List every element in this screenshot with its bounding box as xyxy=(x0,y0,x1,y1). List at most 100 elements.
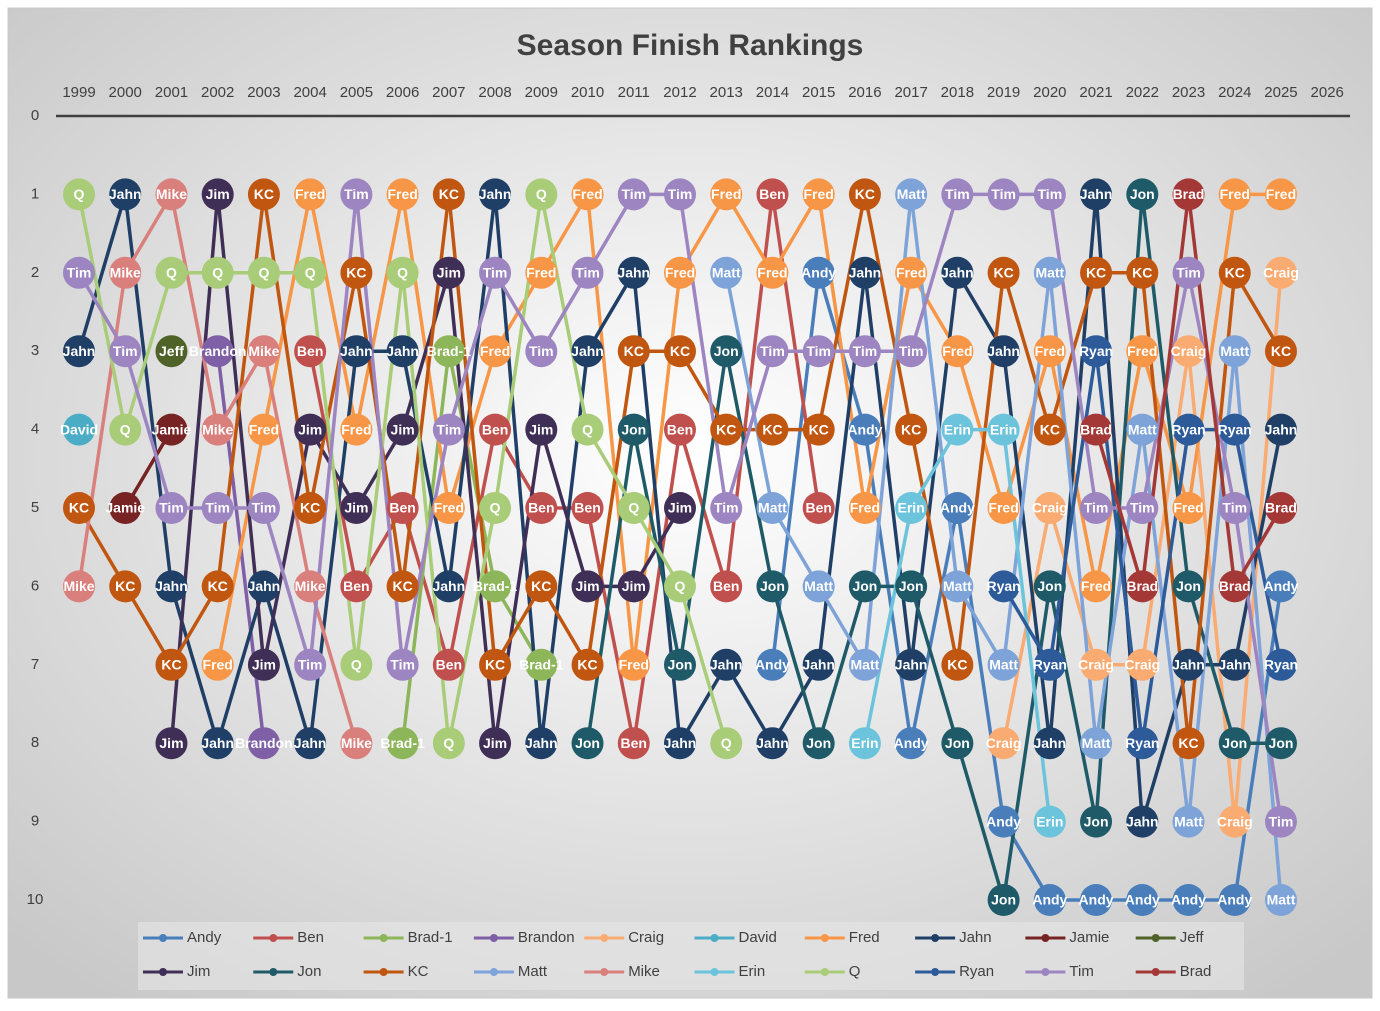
data-point xyxy=(756,178,789,211)
point-label: Brandon xyxy=(235,735,293,751)
marker: Jahn xyxy=(525,727,558,760)
point-label: Jahn xyxy=(941,265,974,281)
point-label: Fred xyxy=(1081,578,1111,594)
point-label: Mike xyxy=(110,265,141,281)
data-point xyxy=(663,648,696,681)
data-point xyxy=(710,335,743,368)
marker: Ben xyxy=(663,413,696,446)
point-label: Jahn xyxy=(294,735,327,751)
data-point xyxy=(987,492,1020,524)
data-point xyxy=(802,413,835,446)
data-point xyxy=(663,413,696,446)
data-point xyxy=(479,570,512,603)
point-label: Matt xyxy=(758,500,787,516)
data-point xyxy=(848,413,881,446)
data-point xyxy=(432,727,465,760)
marker: Ben xyxy=(479,413,512,446)
marker: Fred xyxy=(247,413,280,446)
data-point xyxy=(1033,492,1066,524)
marker: Matt xyxy=(1264,884,1297,916)
y-tick-label: 7 xyxy=(31,656,39,673)
y-tick-label: 5 xyxy=(31,499,39,516)
point-label: Jim xyxy=(298,421,322,437)
marker: Tim xyxy=(63,256,95,289)
data-point xyxy=(848,648,881,681)
point-label: Matt xyxy=(989,657,1018,673)
point-label: Brad xyxy=(1265,500,1297,516)
marker: KC xyxy=(247,178,280,211)
marker: Tim xyxy=(1126,492,1159,524)
data-point xyxy=(1264,492,1297,524)
marker: Mike xyxy=(340,727,373,760)
x-tick-label: 2011 xyxy=(618,84,650,101)
marker: Tim xyxy=(155,492,188,524)
point-label: Ryan xyxy=(1218,421,1252,437)
point-label: Andy xyxy=(755,657,790,673)
marker: KC xyxy=(987,256,1020,289)
point-label: Matt xyxy=(1267,892,1296,908)
y-tick-label: 9 xyxy=(31,813,39,830)
data-point xyxy=(525,570,558,603)
marker: Jim xyxy=(340,492,373,524)
data-point xyxy=(1218,335,1251,368)
data-point xyxy=(1080,256,1113,289)
point-label: Fred xyxy=(434,500,464,516)
marker: Tim xyxy=(848,335,881,368)
marker: Fred xyxy=(617,648,650,681)
point-label: Jon xyxy=(806,735,831,751)
data-point xyxy=(802,492,835,524)
marker: Fred xyxy=(1218,178,1251,211)
marker: Jahn xyxy=(1172,648,1205,681)
point-label: KC xyxy=(947,657,967,673)
point-label: KC xyxy=(531,578,551,594)
legend-swatch-marker xyxy=(1151,934,1160,942)
point-label: Q xyxy=(212,265,223,281)
legend-label: David xyxy=(739,929,777,946)
marker: Tim xyxy=(432,413,465,446)
data-point xyxy=(895,648,928,681)
legend-label: Brandon xyxy=(518,929,575,946)
data-point xyxy=(756,335,789,368)
data-point xyxy=(340,570,373,603)
point-label: KC xyxy=(208,578,228,594)
marker: Jeff xyxy=(155,335,188,368)
point-label: KC xyxy=(346,265,366,281)
marker: Tim xyxy=(1218,492,1251,524)
point-label: Fred xyxy=(572,186,602,202)
marker: Fred xyxy=(294,178,327,211)
point-label: Jahn xyxy=(201,735,234,751)
point-label: Fred xyxy=(757,265,787,281)
point-label: Jon xyxy=(945,735,970,751)
marker: Jahn xyxy=(571,335,604,368)
data-point xyxy=(1080,570,1113,603)
marker: Jon xyxy=(895,570,928,603)
marker: Jon xyxy=(617,413,650,446)
x-tick-label: 2003 xyxy=(247,84,280,101)
point-label: Jon xyxy=(852,578,877,594)
point-label: Jahn xyxy=(1265,421,1298,437)
point-label: KC xyxy=(1271,343,1291,359)
legend-swatch-marker xyxy=(820,934,829,942)
marker: Andy xyxy=(1032,884,1068,916)
point-label: Jahn xyxy=(1218,657,1251,673)
data-point xyxy=(63,256,95,289)
point-label: Tim xyxy=(621,186,646,202)
marker: Q xyxy=(571,413,604,446)
data-point xyxy=(201,727,234,760)
marker: KC xyxy=(109,570,142,603)
point-label: Jon xyxy=(760,578,785,594)
marker: Erin xyxy=(1033,805,1066,838)
marker: Jim xyxy=(663,492,696,524)
data-point xyxy=(1080,335,1113,368)
data-point xyxy=(479,727,512,760)
data-point xyxy=(1033,178,1066,211)
marker: Tim xyxy=(1033,178,1066,211)
point-label: Jon xyxy=(714,343,739,359)
point-label: Ben xyxy=(528,500,554,516)
legend-label: Jim xyxy=(187,963,210,980)
data-point xyxy=(155,178,188,211)
data-point xyxy=(848,178,881,211)
data-point xyxy=(1126,805,1159,838)
legend-swatch-marker xyxy=(1151,968,1160,976)
point-label: Tim xyxy=(899,343,924,359)
